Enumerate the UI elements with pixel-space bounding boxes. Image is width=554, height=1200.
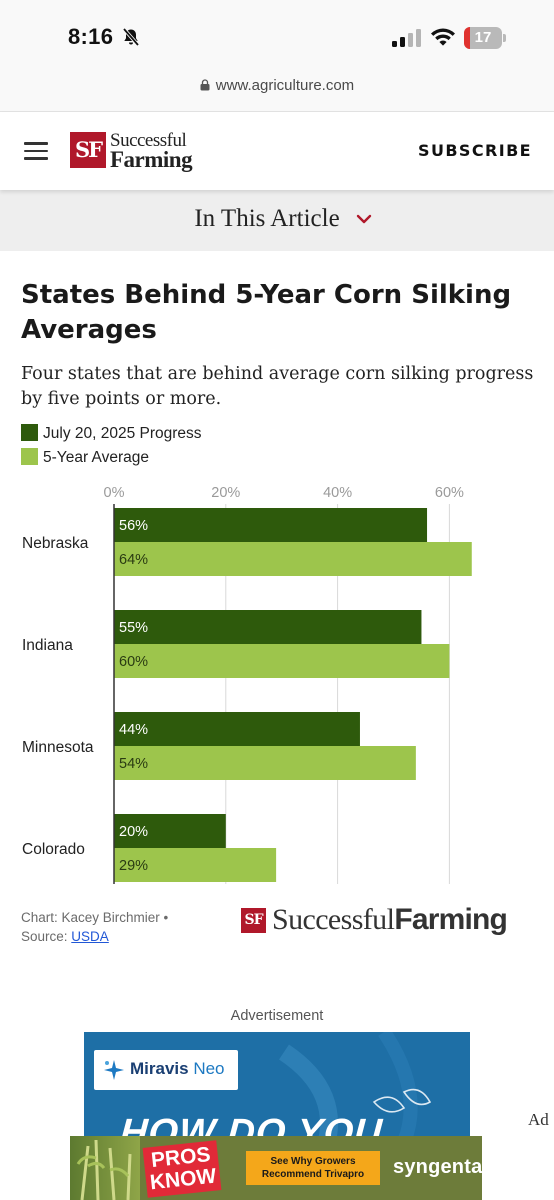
bar bbox=[114, 848, 277, 882]
x-tick-label: 60% bbox=[435, 485, 464, 501]
x-tick-label: 20% bbox=[211, 485, 240, 501]
menu-icon[interactable] bbox=[24, 142, 48, 160]
bar bbox=[114, 746, 416, 780]
footer-logo-wordmark: SuccessfulFarming bbox=[272, 903, 508, 937]
logo-badge: SF bbox=[70, 132, 106, 168]
bar-value-label: 54% bbox=[119, 756, 148, 772]
category-label: Indiana bbox=[22, 637, 73, 654]
corn-field-icon bbox=[76, 1139, 132, 1200]
source-prefix: Source: bbox=[21, 929, 72, 944]
url-display[interactable]: www.agriculture.com bbox=[0, 77, 554, 94]
chart-title: States Behind 5-Year Corn Silking Averag… bbox=[21, 280, 512, 345]
in-this-article-toggle[interactable]: In This Article bbox=[0, 190, 554, 251]
ad-cta-button[interactable]: See Why Growers Recommend Trivapro bbox=[246, 1151, 380, 1185]
bar-value-label: 56% bbox=[119, 518, 148, 534]
subscribe-button[interactable]: SUBSCRIBE bbox=[418, 141, 532, 160]
status-bar: 8:16 17 bbox=[0, 0, 554, 70]
bar bbox=[114, 644, 450, 678]
ad-pros-know-badge: PROS KNOW bbox=[142, 1140, 222, 1198]
legend-label-average: 5-Year Average bbox=[43, 449, 150, 466]
battery-body: 17 bbox=[464, 27, 502, 49]
bar-value-label: 20% bbox=[119, 824, 148, 840]
menu-icon-bar bbox=[24, 142, 48, 145]
legend-label-progress: July 20, 2025 Progress bbox=[43, 425, 202, 442]
lock-icon bbox=[200, 79, 210, 91]
bar bbox=[114, 542, 472, 576]
chart-subtitle: Four states that are behind average corn… bbox=[21, 364, 534, 409]
footer-wordmark-bold: Farming bbox=[394, 903, 508, 936]
in-this-article-label: In This Article bbox=[194, 205, 340, 232]
x-tick-label: 0% bbox=[104, 485, 125, 501]
ad-brand-box: Miravis Neo bbox=[94, 1050, 238, 1090]
site-logo[interactable]: SF Successful Farming bbox=[70, 130, 210, 172]
bar bbox=[114, 814, 226, 848]
legend-item-average: 5-Year Average bbox=[21, 448, 149, 467]
legend-swatch-progress bbox=[21, 424, 38, 441]
bar-value-label: 64% bbox=[119, 552, 148, 568]
battery-level: 17 bbox=[474, 29, 492, 46]
chart-footer-logo: SF SuccessfulFarming bbox=[241, 903, 541, 940]
site-header: SF Successful Farming SUBSCRIBE bbox=[0, 112, 554, 190]
bar-chart: 0% 20% 40% 60% 56% 64% Nebraska 55% 60% Indiana 44… bbox=[22, 485, 472, 884]
footer-logo-badge: SF bbox=[241, 908, 266, 933]
ad-badge-line2: KNOW bbox=[148, 1164, 218, 1195]
cellular-signal-icon bbox=[392, 29, 421, 47]
logo-wordmark-bottom: Farming bbox=[110, 147, 193, 172]
logo-wordmark-top: Successful bbox=[110, 130, 187, 151]
legend-item-progress: July 20, 2025 Progress bbox=[21, 424, 202, 443]
x-tick-label: 40% bbox=[323, 485, 352, 501]
bar-value-label: 60% bbox=[119, 654, 148, 670]
ad-banner-image bbox=[70, 1136, 140, 1200]
muted-bell-icon bbox=[122, 27, 140, 47]
ad-syngenta-logo: syngenta bbox=[393, 1156, 482, 1178]
address-bar[interactable]: www.agriculture.com bbox=[0, 70, 554, 112]
advertisement-label: Advertisement bbox=[230, 1008, 324, 1024]
url-text: www.agriculture.com bbox=[215, 77, 355, 94]
battery-tip bbox=[503, 34, 506, 42]
chevron-down-icon bbox=[356, 214, 372, 224]
category-label: Colorado bbox=[22, 841, 85, 858]
source-link-usda[interactable]: USDA bbox=[71, 929, 109, 944]
ad-brand-star-icon bbox=[104, 1060, 124, 1080]
ad-brand-sub: Neo bbox=[193, 1059, 225, 1078]
menu-icon-bar bbox=[24, 157, 48, 160]
ad-banner[interactable]: PROS KNOW See Why Growers Recommend Trivap… bbox=[70, 1136, 482, 1200]
wifi-icon bbox=[431, 28, 455, 46]
status-time: 8:16 bbox=[68, 24, 114, 49]
bar-value-label: 55% bbox=[119, 620, 148, 636]
ad-brand-name: Miravis Neo bbox=[130, 1059, 225, 1079]
chart-source: Source: USDA bbox=[21, 927, 168, 946]
bar-value-label: 44% bbox=[119, 722, 148, 738]
menu-icon-bar bbox=[24, 149, 48, 152]
chart-author: Chart: Kacey Birchmier • bbox=[21, 910, 169, 925]
category-label: Nebraska bbox=[22, 535, 89, 552]
category-label: Minnesota bbox=[22, 739, 94, 756]
bar bbox=[114, 712, 360, 746]
ad-cta-line1: See Why Growers bbox=[270, 1156, 356, 1167]
bar-value-label: 29% bbox=[119, 858, 148, 874]
chart-credit: Chart: Kacey Birchmier • Source: USDA bbox=[21, 908, 168, 946]
ad-side-label: Ad bbox=[528, 1110, 549, 1129]
ad-cta-line2: Recommend Trivapro bbox=[261, 1169, 365, 1180]
battery-fill bbox=[464, 27, 471, 49]
footer-wordmark-light: Successful bbox=[272, 903, 395, 936]
bar bbox=[114, 508, 428, 542]
bar bbox=[114, 610, 422, 644]
legend-swatch-average bbox=[21, 448, 38, 465]
battery-indicator: 17 bbox=[464, 27, 506, 49]
ad-brand-main: Miravis bbox=[130, 1059, 189, 1078]
